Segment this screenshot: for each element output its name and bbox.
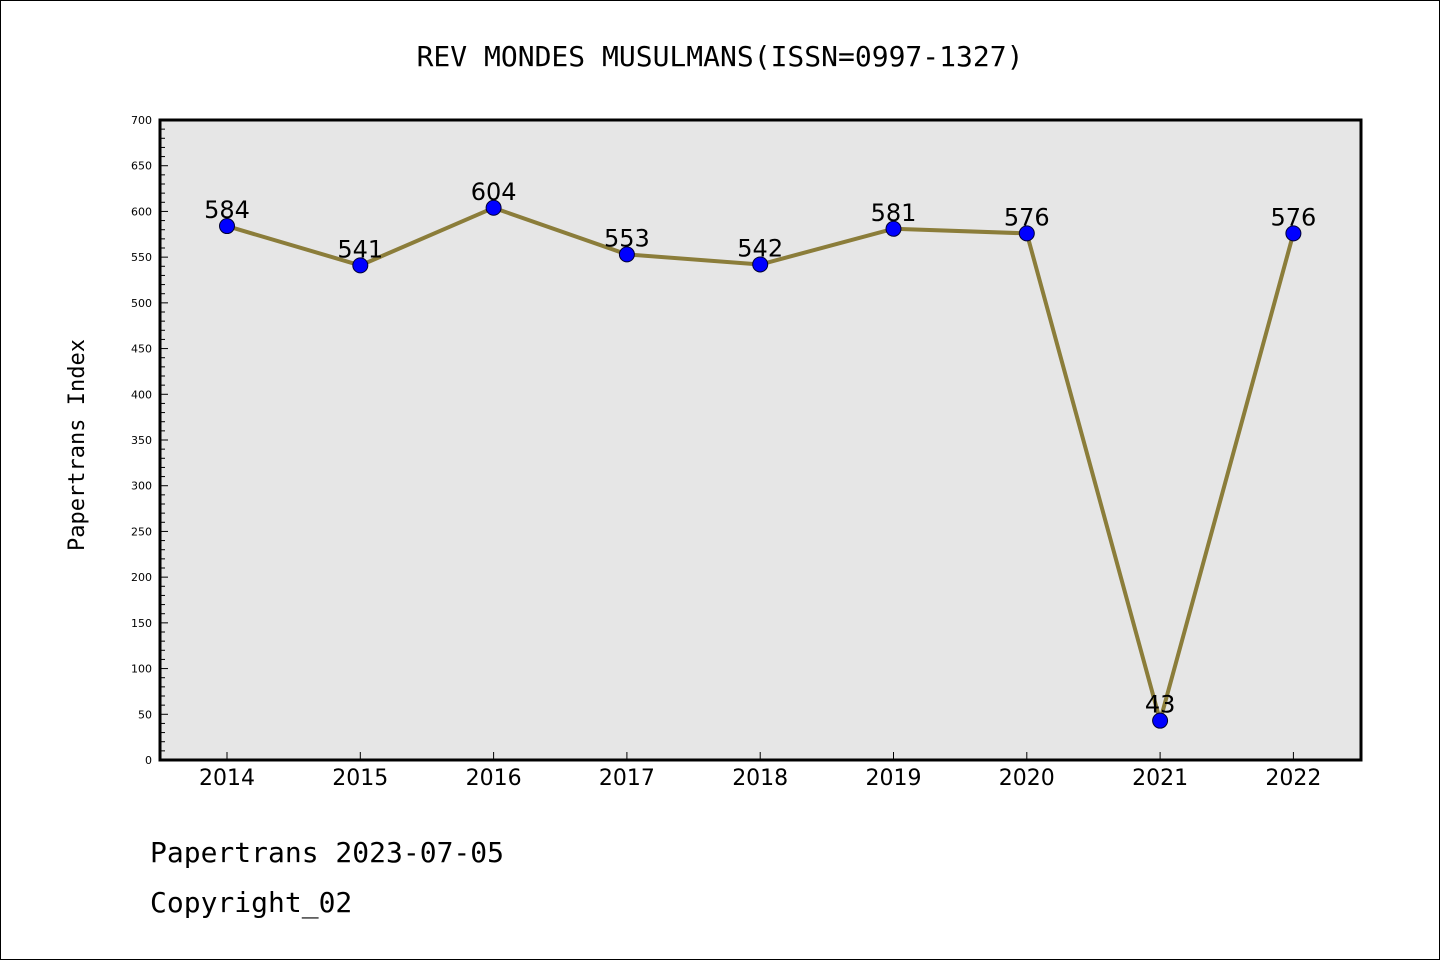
footer-copyright: Copyright_02 (150, 886, 353, 919)
data-point (219, 218, 235, 235)
y-tick-label: 350 (131, 434, 152, 447)
data-point (352, 257, 369, 274)
data-label: 43 (1145, 691, 1176, 719)
x-tick-label: 2022 (1265, 766, 1321, 791)
series-group: 584 541 604 553 542 581 576 43 576 (204, 178, 1316, 729)
data-point (1152, 712, 1169, 729)
y-tick-label: 100 (131, 663, 152, 676)
data-label: 604 (471, 178, 517, 206)
y-tick-label: 400 (131, 388, 152, 401)
data-label: 541 (337, 235, 383, 263)
y-tick-label: 200 (131, 571, 152, 584)
data-label: 542 (737, 234, 783, 262)
x-tick-label: 2021 (1132, 766, 1188, 791)
chart-title: REV MONDES MUSULMANS(ISSN=0997-1327) (417, 40, 1024, 73)
data-point (1285, 225, 1302, 242)
x-tick-label: 2017 (599, 766, 655, 791)
y-tick-label: 50 (138, 708, 152, 721)
data-point (485, 199, 502, 216)
x-tick-label: 2018 (732, 766, 788, 791)
data-point (618, 246, 635, 263)
y-tick-label: 150 (131, 617, 152, 630)
data-point (752, 256, 769, 273)
plot-border (158, 118, 1363, 762)
x-tick-label: 2019 (866, 766, 922, 791)
y-tick-label: 700 (131, 114, 152, 127)
data-point (885, 220, 902, 237)
x-tick-label: 2016 (466, 766, 522, 791)
data-label: 576 (1270, 203, 1316, 231)
y-tick-label: 250 (131, 525, 152, 538)
x-tick-label: 2014 (199, 766, 255, 791)
data-label: 584 (204, 196, 250, 224)
y-tick-label: 500 (131, 297, 152, 310)
x-axis-ticks: 2014 2015 2016 2017 2018 2019 2020 2021 2022 (199, 752, 1321, 791)
data-label: 581 (871, 199, 917, 227)
data-label: 553 (604, 224, 650, 252)
y-tick-label: 550 (131, 251, 152, 264)
plot-area (160, 120, 1361, 760)
x-tick-label: 2020 (999, 766, 1055, 791)
y-tick-label: 450 (131, 343, 152, 356)
footer-date: Papertrans 2023-07-05 (150, 836, 505, 869)
y-tick-label: 650 (131, 160, 152, 173)
y-tick-label: 0 (145, 754, 152, 767)
y-tick-label: 300 (131, 480, 152, 493)
y-tick-label: 600 (131, 205, 152, 218)
data-label: 576 (1004, 203, 1050, 231)
y-axis-label: Papertrans Index (65, 339, 90, 551)
x-tick-label: 2015 (332, 766, 388, 791)
data-point (1018, 225, 1035, 242)
